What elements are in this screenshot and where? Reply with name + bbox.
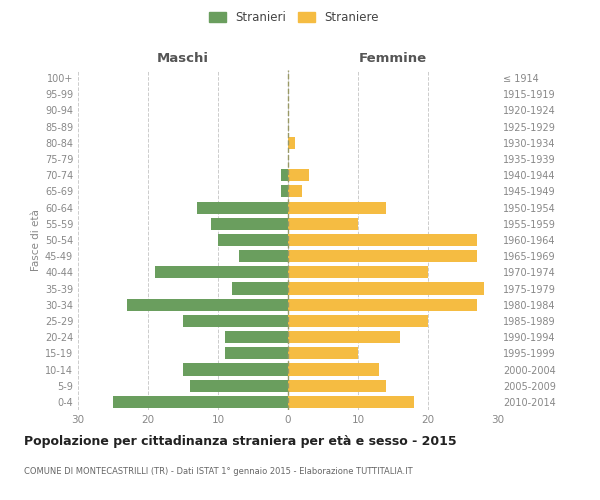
- Bar: [190, 380, 288, 392]
- Bar: [232, 282, 288, 294]
- Legend: Stranieri, Straniere: Stranieri, Straniere: [209, 11, 379, 24]
- Bar: [288, 364, 379, 376]
- Bar: [155, 266, 288, 278]
- Bar: [288, 298, 477, 311]
- Text: Popolazione per cittadinanza straniera per età e sesso - 2015: Popolazione per cittadinanza straniera p…: [24, 435, 457, 448]
- Bar: [239, 250, 288, 262]
- Y-axis label: Fasce di età: Fasce di età: [31, 209, 41, 271]
- Bar: [288, 282, 484, 294]
- Bar: [288, 137, 295, 149]
- Bar: [288, 331, 400, 343]
- Bar: [127, 298, 288, 311]
- Bar: [183, 315, 288, 327]
- Bar: [288, 186, 302, 198]
- Bar: [281, 186, 288, 198]
- Bar: [288, 380, 386, 392]
- Bar: [211, 218, 288, 230]
- Bar: [288, 396, 414, 408]
- Bar: [288, 315, 428, 327]
- Bar: [288, 218, 358, 230]
- Text: Maschi: Maschi: [157, 52, 209, 65]
- Bar: [281, 169, 288, 181]
- Bar: [197, 202, 288, 213]
- Bar: [218, 234, 288, 246]
- Text: COMUNE DI MONTECASTRILLI (TR) - Dati ISTAT 1° gennaio 2015 - Elaborazione TUTTIT: COMUNE DI MONTECASTRILLI (TR) - Dati IST…: [24, 468, 413, 476]
- Text: Femmine: Femmine: [359, 52, 427, 65]
- Bar: [225, 331, 288, 343]
- Bar: [288, 348, 358, 360]
- Bar: [288, 250, 477, 262]
- Bar: [225, 348, 288, 360]
- Bar: [288, 266, 428, 278]
- Bar: [183, 364, 288, 376]
- Bar: [113, 396, 288, 408]
- Bar: [288, 234, 477, 246]
- Bar: [288, 169, 309, 181]
- Bar: [288, 202, 386, 213]
